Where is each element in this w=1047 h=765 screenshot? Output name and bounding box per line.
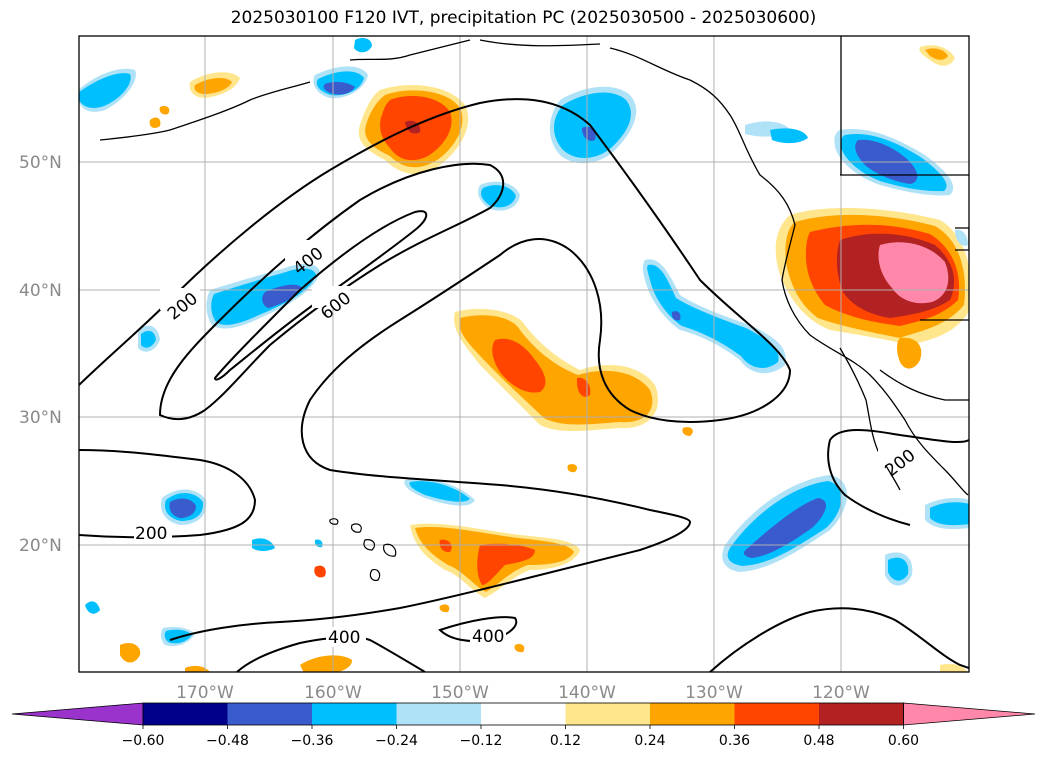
colorbar-tick-label: −0.48 (206, 733, 249, 749)
colorbar-segment (734, 703, 819, 725)
lon-label: 150°W (431, 683, 489, 703)
lon-label: 160°W (304, 683, 362, 703)
colorbar-tick-label: −0.36 (291, 733, 334, 749)
colorbar-segment (650, 703, 735, 725)
colorbar: −0.60 −0.48 −0.36 −0.24 −0.12 0.12 0.24 0.36 0.4… (11, 702, 1036, 749)
colorbar-outline (142, 702, 904, 726)
lon-label: 130°W (685, 683, 743, 703)
colorbar-tick-label: 0.12 (550, 733, 581, 749)
lat-label: 30°N (19, 408, 62, 428)
colorbar-tick-label: 0.60 (888, 733, 919, 749)
hawaiian-islands (329, 518, 397, 581)
svg-text:400: 400 (328, 628, 360, 648)
lon-label: 120°W (812, 683, 870, 703)
longitude-labels: 170°W 160°W 150°W 140°W 130°W 120°W (176, 683, 870, 703)
colorbar-tick-label: 0.36 (719, 733, 750, 749)
colorbar-tick-label: −0.12 (460, 733, 503, 749)
colorbar-segment (396, 703, 481, 725)
svg-text:200: 200 (135, 524, 167, 544)
colorbar-segment (312, 703, 397, 725)
map-title: 2025030100 F120 IVT, precipitation PC (2… (230, 8, 817, 28)
lat-label: 20°N (19, 536, 62, 556)
colorbar-tick-label: 0.48 (803, 733, 834, 749)
lat-label: 40°N (19, 281, 62, 301)
lat-label: 50°N (19, 153, 62, 173)
svg-text:400: 400 (472, 627, 504, 647)
lon-label: 170°W (176, 683, 234, 703)
lon-label: 140°W (558, 683, 616, 703)
map-frame (78, 35, 970, 673)
precip-shading (79, 38, 969, 672)
colorbar-tick-label: −0.60 (122, 733, 165, 749)
colorbar-segment (565, 703, 650, 725)
colorbar-tick-label: −0.24 (375, 733, 418, 749)
colorbar-segment (143, 703, 228, 725)
colorbar-extend-low (11, 702, 144, 726)
colorbar-extend-high (903, 702, 1036, 726)
colorbar-tick-label: 0.24 (634, 733, 665, 749)
coastlines (99, 36, 969, 496)
colorbar-segment (227, 703, 312, 725)
latitude-labels: 50°N 40°N 30°N 20°N (19, 153, 62, 556)
colorbar-segment (819, 703, 904, 725)
colorbar-segment (481, 703, 566, 725)
contour-labels: 200 400 600 200 200 400 400 (134, 240, 919, 648)
